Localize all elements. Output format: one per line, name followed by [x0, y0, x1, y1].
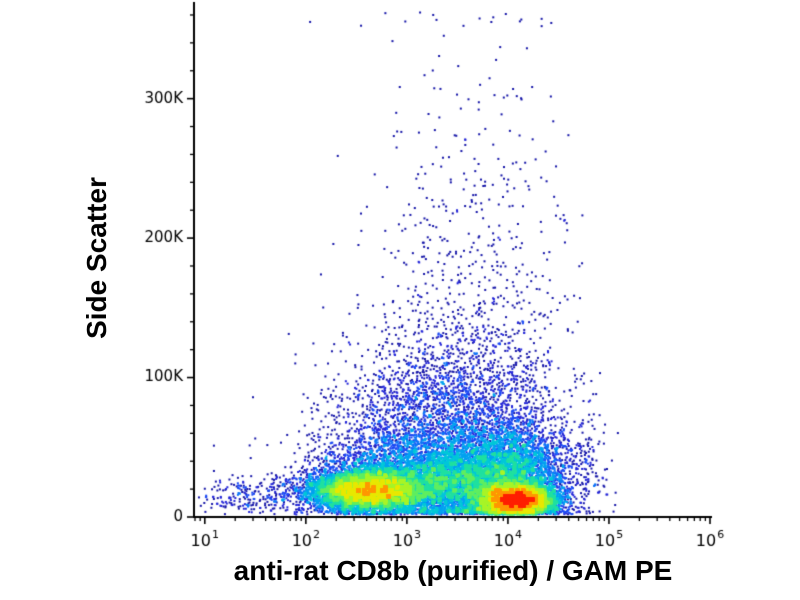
y-axis-title: Side Scatter [81, 177, 112, 339]
x-axis-title: anti-rat CD8b (purified) / GAM PE [233, 555, 673, 586]
